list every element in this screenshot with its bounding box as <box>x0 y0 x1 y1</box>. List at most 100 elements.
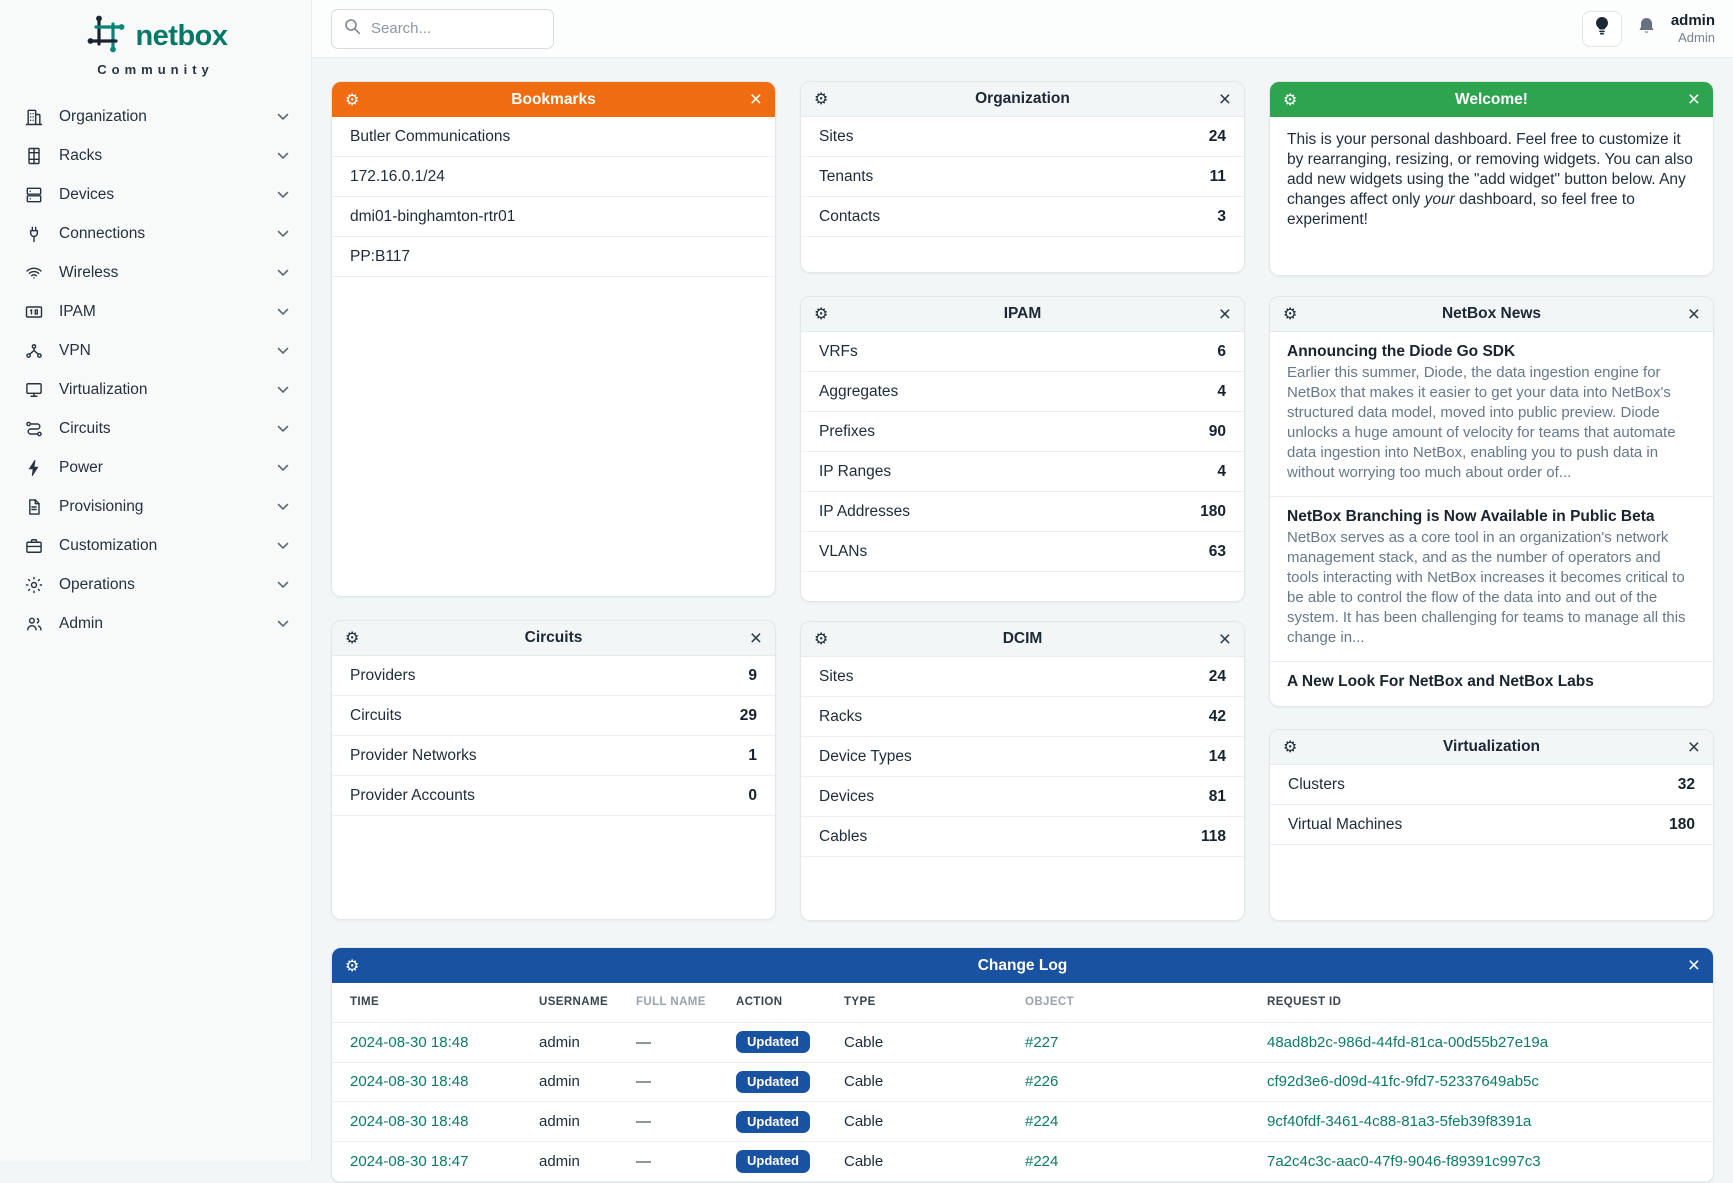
close-icon[interactable]: × <box>1687 735 1700 759</box>
news-article: A New Look For NetBox and NetBox Labs <box>1270 662 1713 706</box>
close-icon[interactable]: × <box>1687 954 1700 977</box>
stat-row: Provider Accounts 0 <box>332 776 775 816</box>
users-icon <box>24 614 44 634</box>
stat-row: Contacts 3 <box>801 197 1244 237</box>
changelog-object-link[interactable]: #224 <box>1025 1153 1059 1171</box>
changelog-object-link[interactable]: #226 <box>1025 1073 1059 1091</box>
stat-link[interactable]: Sites <box>819 667 854 685</box>
changelog-time-link[interactable]: 2024-08-30 18:48 <box>350 1073 469 1091</box>
stat-link[interactable]: Sites <box>819 127 854 145</box>
close-icon[interactable]: × <box>1687 302 1700 326</box>
sidebar-item-label: Organization <box>59 107 147 125</box>
notifications-button[interactable] <box>1637 16 1656 41</box>
sidebar-item-racks[interactable]: Racks <box>0 136 311 175</box>
close-icon[interactable]: × <box>749 88 762 111</box>
news-article-link[interactable]: NetBox Branching is Now Available in Pub… <box>1287 508 1655 525</box>
stat-link[interactable]: Virtual Machines <box>1288 815 1403 833</box>
user-menu[interactable]: admin Admin <box>1671 12 1715 46</box>
theme-toggle-button[interactable] <box>1581 10 1622 47</box>
status-badge: Updated <box>736 1070 810 1094</box>
sidebar-item-customization[interactable]: Customization <box>0 526 311 565</box>
gear-icon[interactable]: ⚙ <box>1283 89 1298 109</box>
stat-link[interactable]: Aggregates <box>819 382 899 400</box>
column-header-username[interactable]: Username <box>539 996 609 1009</box>
chevron-down-icon <box>277 191 289 199</box>
changelog-time-link[interactable]: 2024-08-30 18:47 <box>350 1153 469 1171</box>
close-icon[interactable]: × <box>1218 627 1231 651</box>
stat-link[interactable]: Clusters <box>1288 775 1345 793</box>
changelog-request-id-link[interactable]: 7a2c4c3c-aac0-47f9-9046-f89391c997c3 <box>1267 1153 1541 1171</box>
stat-link[interactable]: IP Addresses <box>819 502 911 520</box>
column-header-time[interactable]: Time <box>350 996 380 1009</box>
stat-link[interactable]: Contacts <box>819 207 881 225</box>
sidebar-item-vpn[interactable]: VPN <box>0 331 311 370</box>
bookmark-link[interactable]: dmi01-binghamton-rtr01 <box>350 207 516 225</box>
widget-change-log-header: ⚙ Change Log × <box>332 948 1713 983</box>
changelog-object-link[interactable]: #224 <box>1025 1113 1059 1131</box>
stat-link[interactable]: VLANs <box>819 542 868 560</box>
sidebar-item-wireless[interactable]: Wireless <box>0 253 311 292</box>
gear-icon[interactable]: ⚙ <box>814 89 829 108</box>
column-header-object[interactable]: Object <box>1025 996 1075 1009</box>
bookmark-link[interactable]: Butler Communications <box>350 127 511 145</box>
changelog-request-id-link[interactable]: 9cf40fdf-3461-4c88-81a3-5feb39f8391a <box>1267 1113 1532 1131</box>
brand[interactable]: netbox Community <box>0 0 311 77</box>
stat-link[interactable]: Devices <box>819 787 875 805</box>
sidebar-item-provisioning[interactable]: Provisioning <box>0 487 311 526</box>
gear-icon[interactable]: ⚙ <box>1283 304 1298 323</box>
changelog-request-id-link[interactable]: 48ad8b2c-986d-44fd-81ca-00d55b27e19a <box>1267 1033 1549 1051</box>
bookmark-link[interactable]: PP:B117 <box>350 247 411 265</box>
topbar-actions: admin Admin <box>1581 10 1733 47</box>
stat-link[interactable]: Provider Accounts <box>350 786 475 804</box>
stat-link[interactable]: IP Ranges <box>819 462 892 480</box>
chevron-down-icon <box>277 620 289 628</box>
stat-value: 180 <box>1669 815 1695 833</box>
column-header-action[interactable]: Action <box>736 996 783 1009</box>
gear-icon[interactable]: ⚙ <box>345 955 360 975</box>
changelog-time-link[interactable]: 2024-08-30 18:48 <box>350 1033 469 1051</box>
stat-link[interactable]: Provider Networks <box>350 746 477 764</box>
sidebar-item-virtualization[interactable]: Virtualization <box>0 370 311 409</box>
search-input[interactable] <box>371 20 541 37</box>
stat-link[interactable]: Circuits <box>350 706 402 724</box>
gear-icon[interactable]: ⚙ <box>1283 737 1298 756</box>
column-header-full-name[interactable]: Full Name <box>636 996 706 1009</box>
stat-value: 3 <box>1217 207 1226 225</box>
sidebar-item-power[interactable]: Power <box>0 448 311 487</box>
sidebar-item-connections[interactable]: Connections <box>0 214 311 253</box>
stat-row: Prefixes 90 <box>801 412 1244 452</box>
chevron-down-icon <box>277 152 289 160</box>
sidebar-item-circuits[interactable]: Circuits <box>0 409 311 448</box>
news-article-link[interactable]: Announcing the Diode Go SDK <box>1287 343 1516 360</box>
bookmark-link[interactable]: 172.16.0.1/24 <box>350 167 445 185</box>
gear-icon[interactable]: ⚙ <box>345 89 360 109</box>
stat-link[interactable]: VRFs <box>819 342 858 360</box>
stat-link[interactable]: Tenants <box>819 167 874 185</box>
stat-link[interactable]: Cables <box>819 827 868 845</box>
column-header-request-id[interactable]: Request ID <box>1267 996 1342 1009</box>
news-article-link[interactable]: A New Look For NetBox and NetBox Labs <box>1287 673 1594 690</box>
stat-link[interactable]: Racks <box>819 707 863 725</box>
close-icon[interactable]: × <box>1687 88 1700 111</box>
stat-link[interactable]: Prefixes <box>819 422 875 440</box>
changelog-time-link[interactable]: 2024-08-30 18:48 <box>350 1113 469 1131</box>
gear-icon[interactable]: ⚙ <box>814 304 829 323</box>
sidebar-item-operations[interactable]: Operations <box>0 565 311 604</box>
gear-icon[interactable]: ⚙ <box>814 629 829 648</box>
sidebar-item-admin[interactable]: Admin <box>0 604 311 643</box>
close-icon[interactable]: × <box>1218 87 1231 111</box>
stat-link[interactable]: Device Types <box>819 747 912 765</box>
close-icon[interactable]: × <box>749 626 762 650</box>
sidebar-item-organization[interactable]: Organization <box>0 97 311 136</box>
sidebar-item-ipam[interactable]: IPAM <box>0 292 311 331</box>
stat-link[interactable]: Providers <box>350 666 416 684</box>
changelog-object-link[interactable]: #227 <box>1025 1033 1059 1051</box>
stat-value: 6 <box>1217 342 1226 360</box>
bell-icon <box>1637 16 1656 41</box>
column-header-type[interactable]: Type <box>844 996 876 1009</box>
gear-icon[interactable]: ⚙ <box>345 628 360 647</box>
close-icon[interactable]: × <box>1218 302 1231 326</box>
chevron-down-icon <box>277 464 289 472</box>
changelog-request-id-link[interactable]: cf92d3e6-d09d-41fc-9fd7-52337649ab5c <box>1267 1073 1539 1091</box>
sidebar-item-devices[interactable]: Devices <box>0 175 311 214</box>
